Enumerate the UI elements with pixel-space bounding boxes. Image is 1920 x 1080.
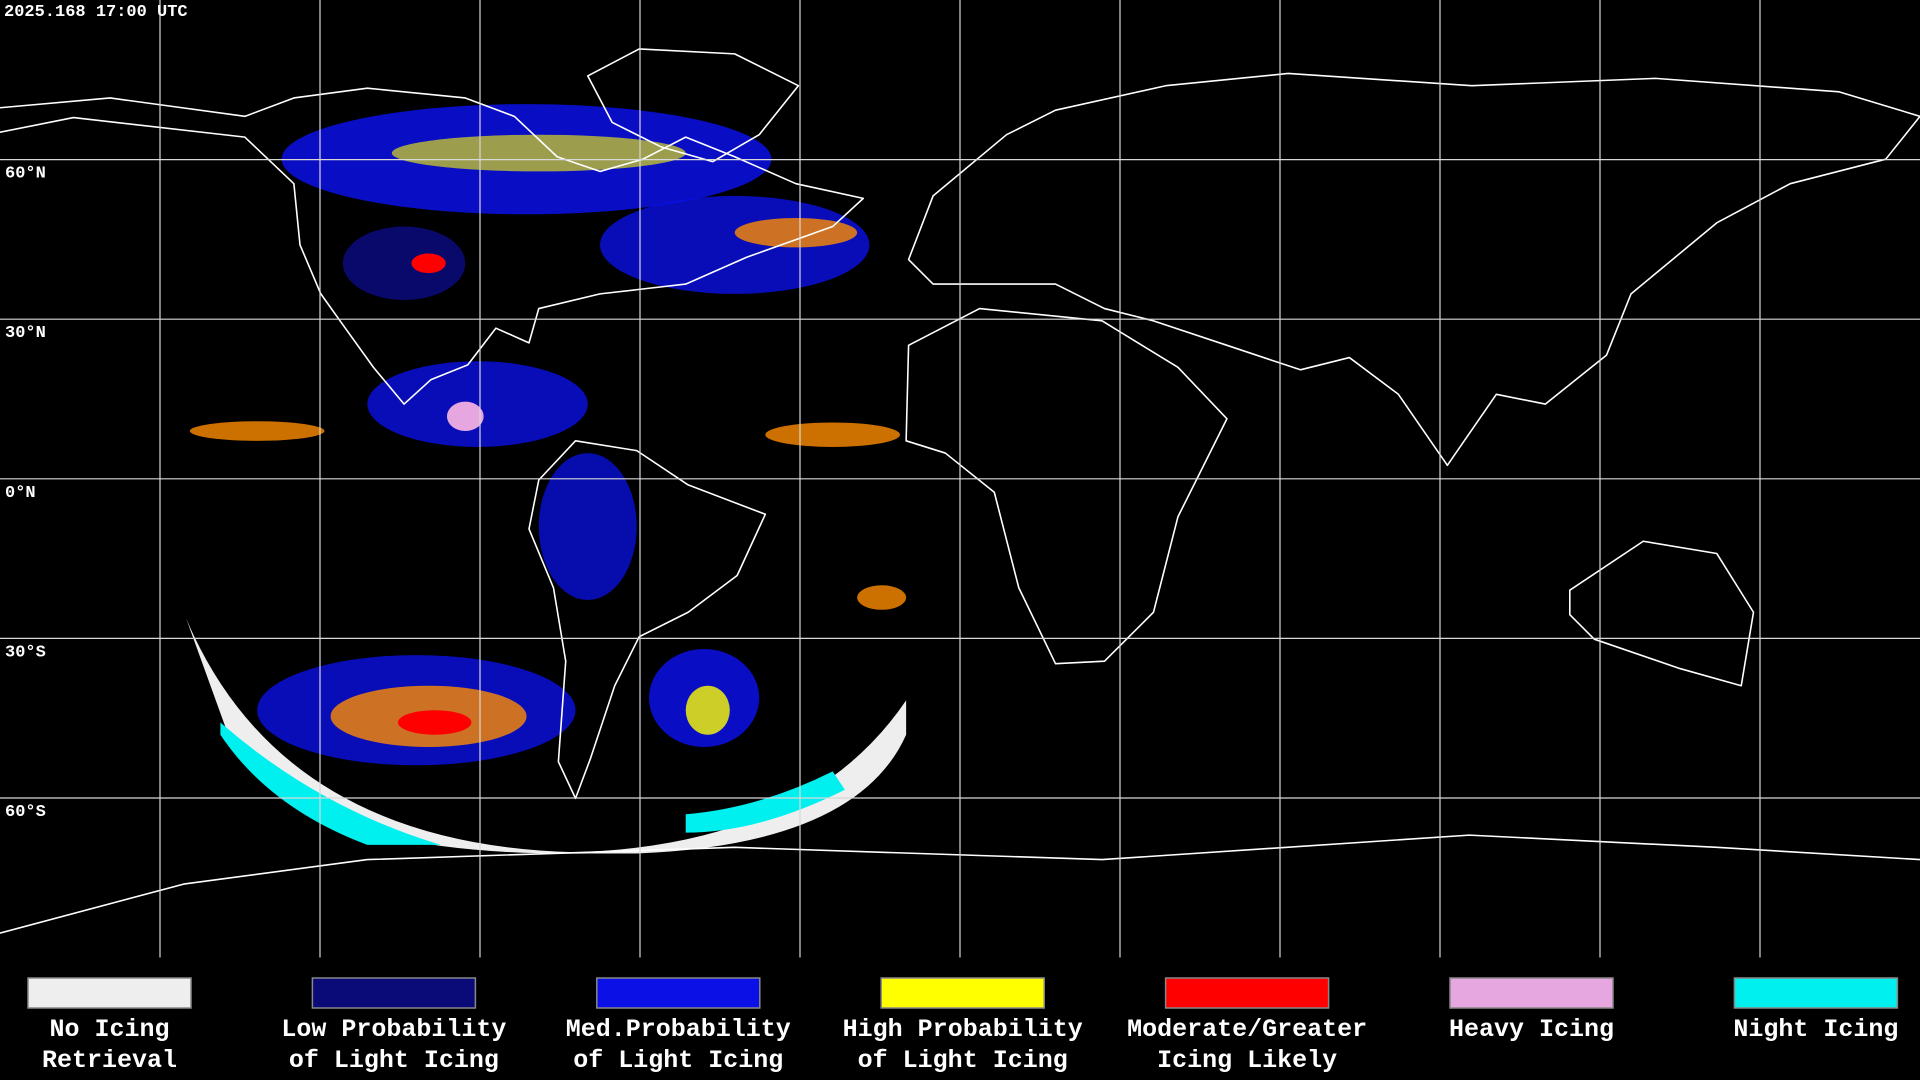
icing-blob <box>538 453 637 601</box>
icing-field <box>189 104 907 766</box>
legend-label: Heavy Icing <box>1449 1015 1614 1044</box>
icing-blob <box>446 401 484 432</box>
legend-label: of Light Icing <box>858 1046 1068 1075</box>
legend-label: No Icing <box>49 1015 169 1044</box>
coastline <box>586 48 800 163</box>
icing-blob <box>189 421 325 441</box>
legend-label: of Light Icing <box>573 1046 783 1075</box>
legend-label: Night Icing <box>1733 1015 1898 1044</box>
legend-swatch <box>880 977 1045 1009</box>
legend-swatch <box>596 977 761 1009</box>
latitude-label: 30°S <box>5 643 46 662</box>
timestamp: 2025.168 17:00 UTC <box>4 3 188 22</box>
icing-blob <box>411 253 446 274</box>
legend-label: Low Probability <box>281 1015 506 1044</box>
legend-swatch <box>1449 977 1614 1009</box>
icing-blob <box>367 361 588 447</box>
night-icing-area <box>685 771 845 833</box>
legend-label: Icing Likely <box>1157 1046 1337 1075</box>
latitude-label: 0°N <box>5 484 36 503</box>
legend-label: High Probability <box>843 1015 1083 1044</box>
legend-swatch <box>1164 977 1330 1009</box>
coastlines <box>0 48 1920 934</box>
legend-swatch <box>1733 977 1899 1009</box>
icing-blob <box>857 585 907 610</box>
legend-swatch <box>27 977 192 1009</box>
icing-blob <box>391 134 686 172</box>
coastline <box>0 834 1920 934</box>
graticule <box>0 0 1920 958</box>
legend-swatch <box>311 977 477 1009</box>
icing-blob <box>397 710 472 735</box>
legend-label: Med.Probability <box>566 1015 791 1044</box>
icing-blob <box>342 226 466 301</box>
icing-blob <box>685 685 730 735</box>
coastline <box>528 440 767 800</box>
legend-label: of Light Icing <box>289 1046 499 1075</box>
map-layer <box>0 48 1920 934</box>
latitude-label: 60°S <box>5 803 46 822</box>
icing-blob <box>734 217 858 248</box>
legend-label: Moderate/Greater <box>1127 1015 1367 1044</box>
coastline <box>905 307 1228 665</box>
latitude-labels: 60°N 30°N 0°N 30°S 60°S <box>5 165 46 822</box>
coastline <box>0 87 865 405</box>
coastline <box>1569 540 1755 687</box>
latitude-label: 60°N <box>5 165 46 184</box>
legend-label: Retrieval <box>42 1046 177 1075</box>
night-icing-area <box>220 722 441 845</box>
icing-blob <box>765 422 901 447</box>
coastline <box>907 72 1920 467</box>
latitude-label: 30°N <box>5 324 46 343</box>
